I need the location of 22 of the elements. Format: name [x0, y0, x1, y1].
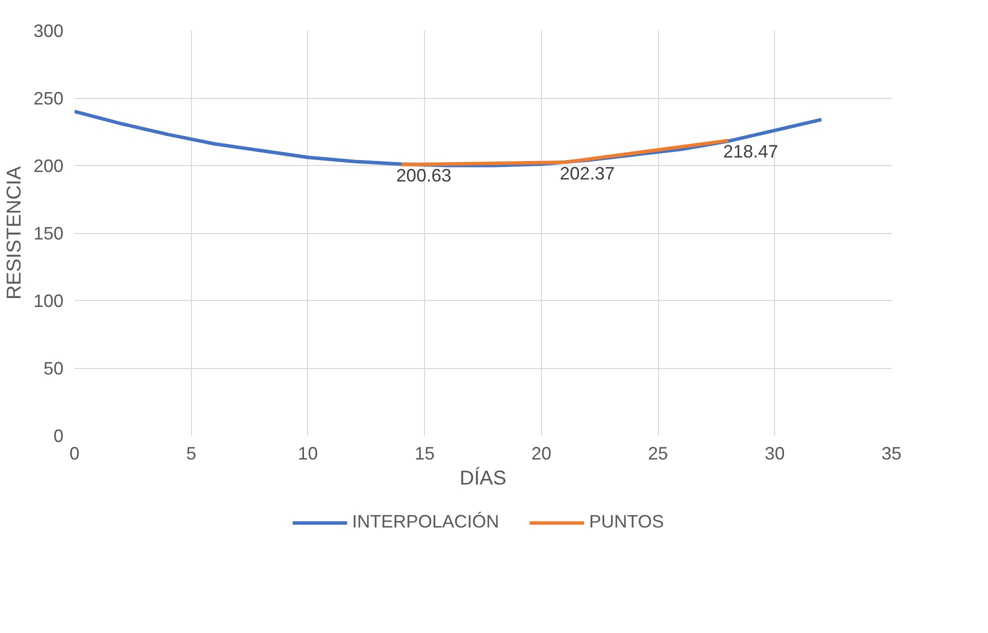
y-tick-label: 300: [33, 21, 64, 41]
legend-label: INTERPOLACIÓN: [352, 512, 500, 532]
data-label: 200.63: [396, 166, 452, 186]
x-tick-label: 20: [531, 444, 552, 464]
x-tick-label: 15: [414, 444, 435, 464]
x-tick-label: 35: [881, 444, 902, 464]
data-label: 202.37: [560, 163, 615, 184]
x-tick-label: 25: [648, 444, 668, 464]
legend-label: PUNTOS: [589, 512, 664, 532]
y-tick-label: 250: [33, 88, 64, 108]
y-tick-label: 100: [33, 291, 64, 311]
y-tick-label: 0: [53, 426, 64, 446]
y-axis-title: RESISTENCIA: [3, 166, 26, 300]
x-tick-label: 5: [186, 444, 196, 464]
data-label: 218.47: [723, 142, 778, 162]
x-axis-title: DÍAS: [460, 466, 506, 490]
x-tick-label: 10: [298, 444, 318, 464]
y-tick-label: 50: [43, 358, 64, 378]
x-tick-label: 0: [69, 444, 80, 464]
x-tick-label: 30: [764, 444, 785, 464]
y-tick-label: 200: [33, 156, 64, 176]
y-tick-label: 150: [33, 224, 64, 244]
